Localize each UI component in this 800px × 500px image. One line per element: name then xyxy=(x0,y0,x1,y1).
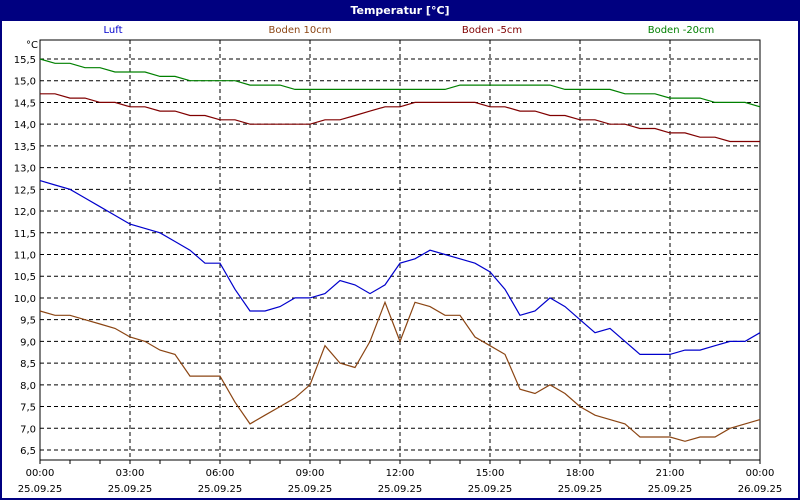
x-tick-time: 09:00 xyxy=(296,468,325,479)
x-tick-time: 21:00 xyxy=(656,468,685,479)
series-line-boden-5cm xyxy=(40,93,760,143)
x-tick-date: 25.09.25 xyxy=(18,484,63,495)
x-tick-time: 12:00 xyxy=(386,468,415,479)
y-tick-label: 9,0 xyxy=(20,337,36,348)
legend-item: Boden 10cm xyxy=(268,25,332,36)
x-tick-time: 03:00 xyxy=(116,468,145,479)
x-tick-time: 06:00 xyxy=(206,468,235,479)
plot-frame xyxy=(39,39,761,461)
legend-item: Boden -20cm xyxy=(647,25,715,36)
y-tick-label: 10,0 xyxy=(14,294,36,305)
y-tick-label: 12,5 xyxy=(14,185,36,196)
y-tick-label: 8,0 xyxy=(20,381,36,392)
series-line-boden-10cm xyxy=(39,300,761,442)
y-tick-label: 11,5 xyxy=(14,229,36,240)
x-tick-time: 15:00 xyxy=(476,468,505,479)
y-tick-label: 13,5 xyxy=(14,142,36,153)
x-tick-date: 25.09.25 xyxy=(468,484,513,495)
y-tick-label: 6,5 xyxy=(20,446,36,457)
x-tick-date: 25.09.25 xyxy=(288,484,333,495)
y-tick-label: 15,0 xyxy=(14,77,36,88)
y-tick-label: 8,5 xyxy=(20,359,36,370)
series-line-boden-20cm xyxy=(39,58,761,108)
x-tick-date: 25.09.25 xyxy=(108,484,153,495)
x-tick-time: 00:00 xyxy=(26,468,55,479)
x-tick-date: 25.09.25 xyxy=(558,484,603,495)
legend-item: Boden -5cm xyxy=(461,25,523,36)
y-tick-label: 11,0 xyxy=(14,251,36,262)
y-tick-label: 10,5 xyxy=(14,272,36,283)
x-tick-time: 00:00 xyxy=(746,468,775,479)
legend-item: Luft xyxy=(103,25,123,36)
y-axis-unit: °C xyxy=(26,40,38,51)
y-tick-label: 7,5 xyxy=(20,403,36,414)
x-tick-time: 18:00 xyxy=(566,468,595,479)
y-tick-label: 15,5 xyxy=(14,55,36,66)
y-tick-label: 14,5 xyxy=(14,98,36,109)
y-tick-label: 14,0 xyxy=(14,120,36,131)
y-tick-label: 12,0 xyxy=(14,207,36,218)
x-tick-date: 25.09.25 xyxy=(198,484,243,495)
x-tick-date: 26.09.25 xyxy=(738,484,783,495)
x-tick-date: 25.09.25 xyxy=(378,484,423,495)
chart-title: Temperatur [°C] xyxy=(2,2,798,21)
series-line-luft xyxy=(39,180,761,355)
x-tick-date: 25.09.25 xyxy=(648,484,693,495)
y-tick-label: 7,0 xyxy=(20,424,36,435)
y-tick-label: 9,5 xyxy=(20,316,36,327)
y-tick-label: 13,0 xyxy=(14,164,36,175)
